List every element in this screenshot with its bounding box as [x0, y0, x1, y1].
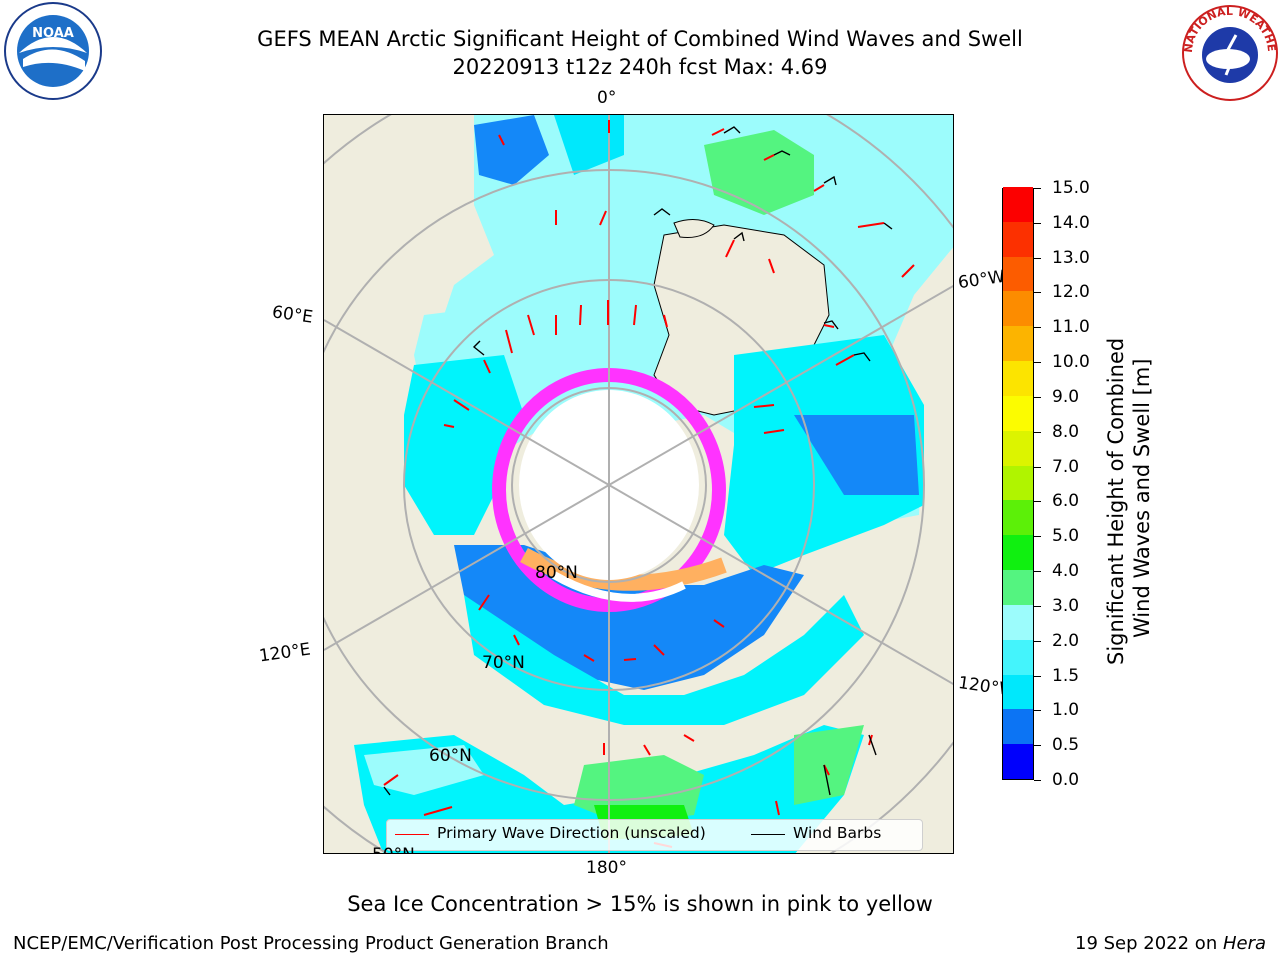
footer-date: 19 Sep 2022 on: [1075, 933, 1223, 954]
colorbar-tick: [1034, 188, 1041, 189]
wave-arrows: [383, 120, 915, 848]
colorbar-tick: [1034, 571, 1041, 573]
colorbar-segment: [1003, 639, 1033, 675]
colorbar-tick: [1034, 257, 1041, 259]
colorbar-tick-label: 5.0: [1052, 526, 1080, 547]
colorbar-tick-label: 6.0: [1052, 491, 1080, 512]
colorbar-segment: [1003, 360, 1033, 396]
colorbar-segment: [1003, 604, 1033, 640]
colorbar-tick-label: 7.0: [1052, 456, 1080, 477]
nws-logo: NATIONAL WEATHER SERVICE: [1178, 1, 1278, 101]
colorbar-title-line2: Wind Waves and Swell [m]: [1130, 358, 1154, 638]
colorbar-tick-label: 0.0: [1052, 770, 1080, 790]
colorbar-tick: [1034, 362, 1041, 364]
sea-ice-note: Sea Ice Concentration > 15% is shown in …: [347, 892, 933, 916]
colorbar-tick: [1034, 222, 1041, 224]
lon-label-60e: 60°E: [270, 302, 315, 328]
footer-right: 19 Sep 2022 on Hera: [1075, 933, 1266, 954]
colorbar-segment: [1003, 709, 1033, 745]
colorbar-tick: [1034, 640, 1041, 642]
colorbar-tick-label: 0.5: [1052, 735, 1080, 756]
colorbar-segment: [1003, 569, 1033, 605]
colorbar-tick-label: 15.0: [1052, 178, 1090, 198]
lat-label-50n: 50°N: [372, 845, 415, 853]
chart-subtitle: 20220913 t12z 240h fcst Max: 4.69: [452, 55, 828, 79]
colorbar-tick-label: 1.0: [1052, 700, 1080, 721]
footer-host: Hera: [1222, 933, 1266, 954]
colorbar-tick: [1034, 710, 1041, 712]
colorbar: [1002, 186, 1034, 780]
colorbar-tick: [1034, 396, 1041, 398]
colorbar-tick-label: 12.0: [1052, 282, 1090, 303]
colorbar-tick-label: 14.0: [1052, 212, 1090, 233]
noaa-logo: NOAA: [4, 2, 102, 100]
colorbar-tick: [1034, 675, 1041, 677]
colorbar-tick-label: 13.0: [1052, 247, 1090, 268]
lat-label-60n: 60°N: [429, 746, 472, 766]
colorbar-segment: [1003, 535, 1033, 571]
colorbar-title-line1: Significant Height of Combined: [1104, 337, 1128, 665]
wave-legend-label: Primary Wave Direction (unscaled): [437, 824, 706, 842]
colorbar-tick-label: 3.0: [1052, 595, 1080, 616]
colorbar-tick-label: 4.0: [1052, 561, 1080, 582]
colorbar-segment: [1003, 256, 1033, 292]
colorbar-tick: [1034, 327, 1041, 329]
ocean-baltic: [474, 115, 549, 185]
colorbar-tick-label: 11.0: [1052, 317, 1090, 338]
colorbar-tick: [1034, 605, 1041, 607]
barb-legend-swatch: [751, 834, 785, 835]
colorbar-tick: [1034, 745, 1041, 747]
lat-label-70n: 70°N: [482, 653, 525, 673]
colorbar-segment: [1003, 186, 1033, 222]
colorbar-tick: [1034, 780, 1041, 781]
colorbar-tick: [1034, 466, 1041, 468]
colorbar-segment: [1003, 395, 1033, 431]
colorbar-tick-label: 8.0: [1052, 421, 1080, 442]
wave-legend-swatch: [395, 834, 429, 835]
lon-label-60w: 60°W: [956, 266, 1007, 294]
colorbar-tick: [1034, 292, 1041, 294]
colorbar-tick: [1034, 536, 1041, 538]
map-canvas: [324, 115, 953, 853]
barb-legend-label: Wind Barbs: [793, 824, 882, 842]
colorbar-segment: [1003, 326, 1033, 362]
chart-title: GEFS MEAN Arctic Significant Height of C…: [257, 27, 1023, 51]
lat-label-80n: 80°N: [535, 563, 578, 583]
colorbar-segment: [1003, 500, 1033, 536]
colorbar-tick-label: 9.0: [1052, 386, 1080, 407]
colorbar-segment: [1003, 465, 1033, 501]
map-legend: Primary Wave Direction (unscaled) Wind B…: [386, 819, 923, 851]
colorbar-tick-label: 2.0: [1052, 630, 1080, 651]
colorbar-tick-label: 1.5: [1052, 665, 1080, 686]
colorbar-segment: [1003, 744, 1033, 779]
colorbar-tick-label: 10.0: [1052, 352, 1090, 373]
wind-barbs: [383, 126, 893, 796]
colorbar-tick: [1034, 431, 1041, 433]
footer-left: NCEP/EMC/Verification Post Processing Pr…: [13, 933, 609, 954]
lon-label-180: 180°: [586, 858, 627, 878]
arctic-map: Primary Wave Direction (unscaled) Wind B…: [323, 114, 954, 854]
colorbar-segment: [1003, 430, 1033, 466]
lon-label-120e: 120°E: [257, 639, 312, 667]
colorbar-tick: [1034, 501, 1041, 503]
colorbar-segment: [1003, 291, 1033, 327]
colorbar-segment: [1003, 674, 1033, 710]
colorbar-segment: [1003, 221, 1033, 257]
lon-label-0: 0°: [597, 88, 617, 108]
noaa-logo-text: NOAA: [32, 26, 74, 41]
land-iceland: [673, 219, 715, 238]
